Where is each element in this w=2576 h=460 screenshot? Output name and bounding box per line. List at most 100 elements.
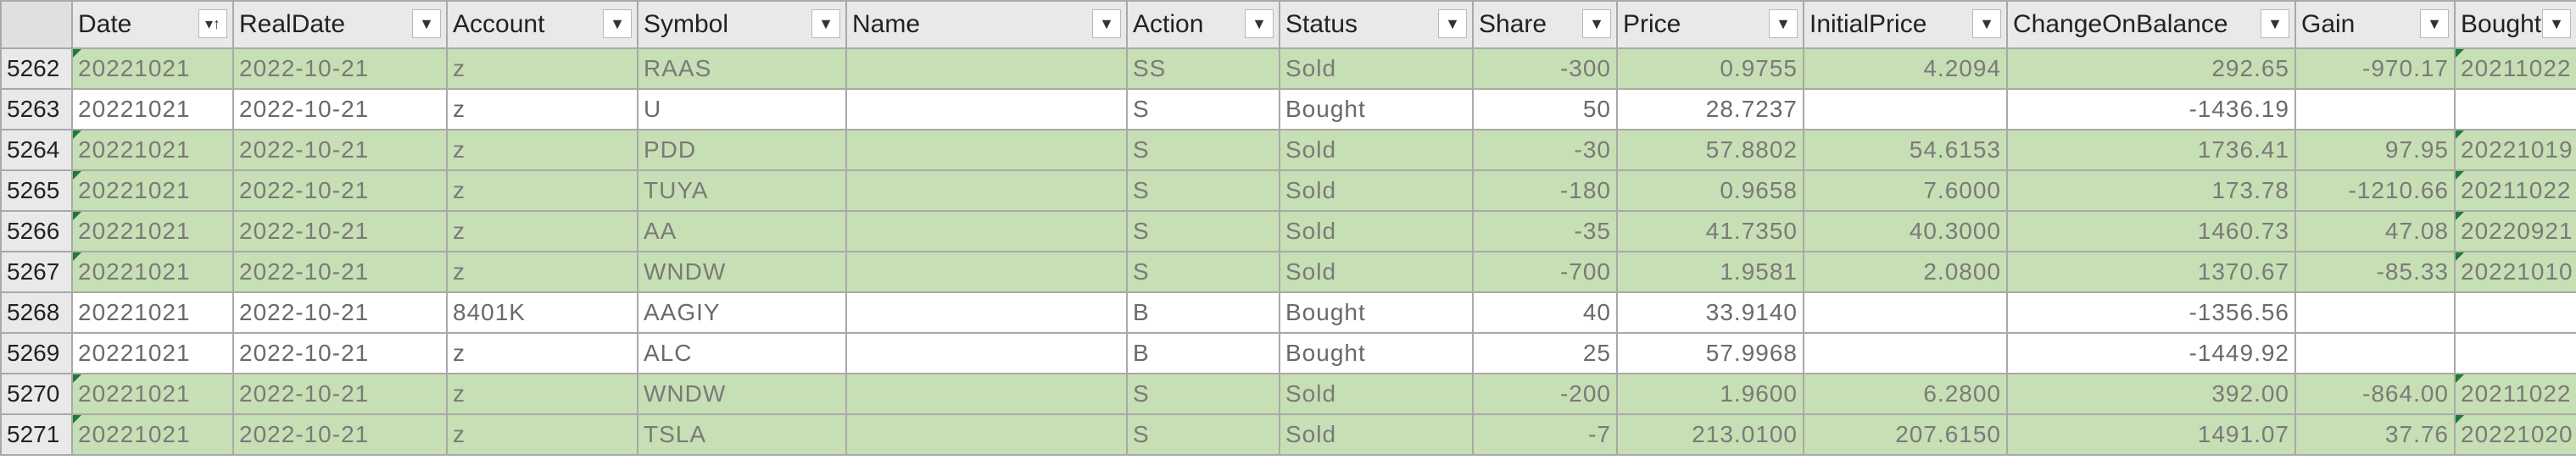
cell-changeonbalance[interactable]: 1736.41 — [2006, 129, 2296, 171]
cell-share[interactable]: 25 — [1472, 332, 1618, 374]
cell-gain[interactable]: -1210.66 — [2294, 169, 2456, 212]
cell-account[interactable]: z — [446, 413, 638, 456]
cell-account[interactable]: z — [446, 332, 638, 374]
cell-boughtd[interactable]: 20211022 — [2454, 169, 2576, 212]
cell-realdate[interactable]: 2022-10-21 — [232, 169, 448, 212]
cell-share[interactable]: 40 — [1472, 291, 1618, 334]
cell-realdate[interactable]: 2022-10-21 — [232, 210, 448, 252]
filter-dropdown-icon[interactable]: ▼ — [603, 9, 632, 38]
cell-name[interactable] — [845, 291, 1128, 334]
column-header-status[interactable]: Status ▼ — [1279, 0, 1474, 49]
cell-account[interactable]: z — [446, 47, 638, 90]
cell-date[interactable]: 20221021 — [71, 210, 234, 252]
cell-status[interactable]: Sold — [1279, 373, 1474, 415]
cell-initialprice[interactable] — [1803, 291, 2008, 334]
cell-gain[interactable] — [2294, 88, 2456, 130]
cell-changeonbalance[interactable]: -1356.56 — [2006, 291, 2296, 334]
row-number[interactable]: 5271 — [0, 413, 73, 456]
cell-action[interactable]: S — [1126, 373, 1280, 415]
filter-dropdown-icon[interactable]: ▼ — [1245, 9, 1274, 38]
cell-date[interactable]: 20221021 — [71, 373, 234, 415]
cell-price[interactable]: 57.9968 — [1616, 332, 1804, 374]
column-header-date[interactable]: Date ▾↑ — [71, 0, 234, 49]
filter-dropdown-icon[interactable]: ▼ — [1438, 9, 1467, 38]
filter-dropdown-icon[interactable]: ▼ — [1092, 9, 1121, 38]
cell-initialprice[interactable]: 40.3000 — [1803, 210, 2008, 252]
cell-changeonbalance[interactable]: 292.65 — [2006, 47, 2296, 90]
filter-dropdown-icon[interactable]: ▼ — [2261, 9, 2289, 38]
cell-account[interactable]: z — [446, 210, 638, 252]
cell-price[interactable]: 28.7237 — [1616, 88, 1804, 130]
cell-gain[interactable]: -864.00 — [2294, 373, 2456, 415]
cell-gain[interactable]: -85.33 — [2294, 251, 2456, 293]
column-header-account[interactable]: Account ▼ — [446, 0, 638, 49]
cell-account[interactable]: z — [446, 169, 638, 212]
cell-symbol[interactable]: TSLA — [637, 413, 847, 456]
cell-action[interactable]: B — [1126, 291, 1280, 334]
cell-initialprice[interactable] — [1803, 332, 2008, 374]
cell-account[interactable]: 8401K — [446, 291, 638, 334]
cell-share[interactable]: -180 — [1472, 169, 1618, 212]
row-number[interactable]: 5269 — [0, 332, 73, 374]
cell-price[interactable]: 1.9600 — [1616, 373, 1804, 415]
cell-name[interactable] — [845, 251, 1128, 293]
cell-share[interactable]: -30 — [1472, 129, 1618, 171]
column-header-realdate[interactable]: RealDate ▼ — [232, 0, 448, 49]
cell-gain[interactable]: 47.08 — [2294, 210, 2456, 252]
cell-share[interactable]: -7 — [1472, 413, 1618, 456]
cell-changeonbalance[interactable]: -1436.19 — [2006, 88, 2296, 130]
filter-dropdown-icon[interactable]: ▼ — [1769, 9, 1798, 38]
cell-share[interactable]: 50 — [1472, 88, 1618, 130]
cell-gain[interactable]: 37.76 — [2294, 413, 2456, 456]
cell-price[interactable]: 213.0100 — [1616, 413, 1804, 456]
cell-initialprice[interactable] — [1803, 88, 2008, 130]
row-number[interactable]: 5265 — [0, 169, 73, 212]
column-header-boughtd[interactable]: BoughtD ▼ — [2454, 0, 2576, 49]
cell-date[interactable]: 20221021 — [71, 47, 234, 90]
cell-status[interactable]: Sold — [1279, 169, 1474, 212]
cell-symbol[interactable]: PDD — [637, 129, 847, 171]
cell-realdate[interactable]: 2022-10-21 — [232, 129, 448, 171]
cell-date[interactable]: 20221021 — [71, 332, 234, 374]
cell-symbol[interactable]: U — [637, 88, 847, 130]
cell-symbol[interactable]: ALC — [637, 332, 847, 374]
cell-action[interactable]: S — [1126, 413, 1280, 456]
cell-account[interactable]: z — [446, 251, 638, 293]
cell-account[interactable]: z — [446, 88, 638, 130]
filter-dropdown-icon[interactable]: ▼ — [412, 9, 441, 38]
cell-status[interactable]: Bought — [1279, 88, 1474, 130]
filter-dropdown-icon[interactable]: ▼ — [1972, 9, 2001, 38]
cell-initialprice[interactable]: 6.2800 — [1803, 373, 2008, 415]
filter-dropdown-icon[interactable]: ▼ — [1582, 9, 1611, 38]
cell-action[interactable]: B — [1126, 332, 1280, 374]
row-number[interactable]: 5263 — [0, 88, 73, 130]
cell-boughtd[interactable] — [2454, 332, 2576, 374]
cell-realdate[interactable]: 2022-10-21 — [232, 373, 448, 415]
cell-account[interactable]: z — [446, 373, 638, 415]
cell-initialprice[interactable]: 2.0800 — [1803, 251, 2008, 293]
cell-changeonbalance[interactable]: -1449.92 — [2006, 332, 2296, 374]
cell-name[interactable] — [845, 332, 1128, 374]
cell-boughtd[interactable]: 20211022 — [2454, 47, 2576, 90]
column-header-price[interactable]: Price ▼ — [1616, 0, 1804, 49]
column-header-action[interactable]: Action ▼ — [1126, 0, 1280, 49]
cell-changeonbalance[interactable]: 1491.07 — [2006, 413, 2296, 456]
column-header-name[interactable]: Name ▼ — [845, 0, 1128, 49]
cell-date[interactable]: 20221021 — [71, 169, 234, 212]
cell-name[interactable] — [845, 169, 1128, 212]
cell-share[interactable]: -700 — [1472, 251, 1618, 293]
row-number[interactable]: 5268 — [0, 291, 73, 334]
cell-action[interactable]: SS — [1126, 47, 1280, 90]
cell-initialprice[interactable]: 54.6153 — [1803, 129, 2008, 171]
cell-changeonbalance[interactable]: 1370.67 — [2006, 251, 2296, 293]
column-header-gain[interactable]: Gain ▼ — [2294, 0, 2456, 49]
cell-symbol[interactable]: WNDW — [637, 251, 847, 293]
cell-action[interactable]: S — [1126, 251, 1280, 293]
cell-date[interactable]: 20221021 — [71, 291, 234, 334]
cell-symbol[interactable]: WNDW — [637, 373, 847, 415]
cell-price[interactable]: 1.9581 — [1616, 251, 1804, 293]
cell-gain[interactable] — [2294, 291, 2456, 334]
cell-realdate[interactable]: 2022-10-21 — [232, 291, 448, 334]
row-number[interactable]: 5270 — [0, 373, 73, 415]
cell-symbol[interactable]: TUYA — [637, 169, 847, 212]
